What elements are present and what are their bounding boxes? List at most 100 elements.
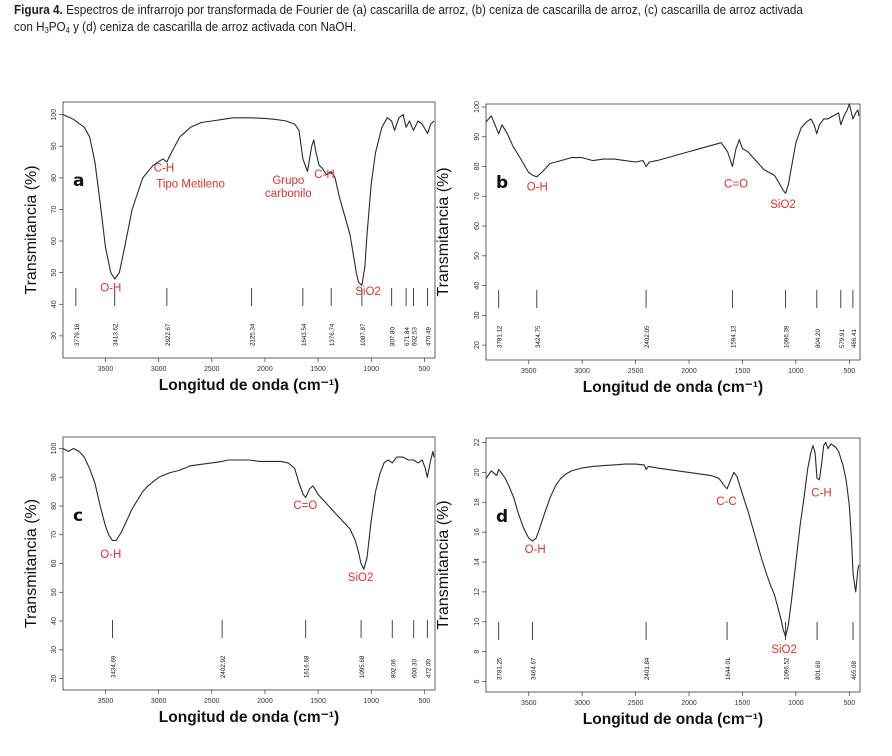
y-tick-label: 8 bbox=[474, 650, 481, 654]
band-annotation-line: C-C bbox=[716, 496, 736, 508]
x-tick-label: 2000 bbox=[681, 368, 697, 375]
band-annotation: O-H bbox=[100, 283, 121, 295]
y-tick-label: 60 bbox=[51, 560, 58, 568]
y-tick-label: 18 bbox=[474, 498, 481, 506]
band-annotation-line: C-H bbox=[314, 169, 334, 181]
peak-value-label: 472.00 bbox=[425, 659, 432, 678]
peak-value-label: 470.49 bbox=[426, 327, 433, 346]
y-axis-title: Transmitancia (%) bbox=[435, 500, 452, 629]
y-tick-label: 80 bbox=[51, 174, 58, 182]
y-tick-label: 70 bbox=[51, 205, 58, 213]
band-annotation: C=O bbox=[724, 178, 748, 190]
band-annotation: C-H bbox=[314, 169, 334, 181]
peak-value-label: 600.30 bbox=[412, 659, 419, 678]
peak-value-label: 802.06 bbox=[390, 659, 397, 678]
y-tick-label: 70 bbox=[474, 192, 481, 200]
band-annotation-line: SiO2 bbox=[355, 286, 381, 298]
y-tick-label: 90 bbox=[51, 142, 58, 150]
caption-subscript-1: 3 bbox=[44, 26, 49, 35]
spectrum-line bbox=[62, 447, 435, 570]
band-annotation-line: O-H bbox=[525, 544, 546, 556]
band-annotation: SiO2 bbox=[770, 199, 796, 211]
band-annotation: O-H bbox=[525, 544, 546, 556]
y-tick-label: 60 bbox=[51, 237, 58, 245]
band-annotation-line: O-H bbox=[100, 549, 121, 561]
x-tick-label: 2500 bbox=[204, 366, 220, 373]
x-tick-label: 1000 bbox=[363, 366, 379, 373]
band-annotation-line: Tipo Metileno bbox=[156, 178, 225, 190]
band-annotation-line: SiO2 bbox=[348, 572, 374, 584]
y-tick-label: 30 bbox=[474, 311, 481, 319]
spectrum-chart-c: 20 30 40 50 60 70 80 90 100 3500 3000 2500 2000 1500 1… bbox=[23, 436, 436, 726]
spectrum-chart-b: 20 30 40 50 60 70 80 90 100 3500 3000 2500 2000 1500 1… bbox=[435, 101, 861, 396]
x-tick-label: 1500 bbox=[310, 698, 326, 705]
y-tick-label: 50 bbox=[474, 252, 481, 260]
y-tick-label: 20 bbox=[474, 468, 481, 476]
x-tick-label: 1000 bbox=[788, 700, 804, 707]
peak-value-label: 1096.52 bbox=[784, 657, 791, 680]
band-annotation: Tipo Metileno bbox=[156, 178, 225, 190]
y-tick-label: 80 bbox=[51, 502, 58, 510]
x-tick-label: 2000 bbox=[681, 700, 697, 707]
x-tick-label: 1000 bbox=[788, 368, 804, 375]
caption-text-2: PO bbox=[48, 20, 66, 34]
x-tick-label: 3000 bbox=[151, 698, 167, 705]
x-tick-label: 3500 bbox=[98, 366, 114, 373]
peak-value-label: 2401.84 bbox=[644, 657, 651, 680]
y-axis-title: Transmitancia (%) bbox=[23, 499, 40, 628]
y-tick-label: 22 bbox=[474, 438, 481, 446]
y-tick-label: 30 bbox=[51, 332, 58, 340]
x-tick-label: 1500 bbox=[735, 700, 751, 707]
peak-value-label: 1376.74 bbox=[329, 323, 336, 346]
spectrum-chart-a: 30 40 50 60 70 80 90 100 3500 3000 2500 2000 1500 100… bbox=[23, 101, 436, 394]
x-axis-title: Longitud de onda (cm⁻¹) bbox=[159, 709, 339, 726]
x-tick-label: 1000 bbox=[363, 698, 379, 705]
plot-frame bbox=[62, 101, 436, 359]
peak-value-label: 2125.34 bbox=[250, 323, 257, 346]
band-annotation: O-H bbox=[527, 181, 548, 193]
y-tick-label: 70 bbox=[51, 531, 58, 539]
y-tick-label: 40 bbox=[51, 300, 58, 308]
y-axis-title: Transmitancia (%) bbox=[23, 165, 40, 294]
peak-value-label: 2402.05 bbox=[644, 325, 651, 348]
x-tick-label: 2500 bbox=[204, 698, 220, 705]
band-annotation-line: C=O bbox=[293, 500, 317, 512]
peak-value-label: 465.08 bbox=[851, 661, 858, 680]
peak-value-label: 1095.68 bbox=[359, 655, 366, 678]
y-tick-label: 80 bbox=[474, 163, 481, 171]
y-tick-label: 90 bbox=[51, 473, 58, 481]
peak-value-label: 3781.25 bbox=[497, 657, 504, 680]
x-tick-label: 2500 bbox=[628, 700, 644, 707]
y-tick-label: 6 bbox=[474, 679, 481, 683]
spectrum-line bbox=[62, 114, 435, 286]
panel-letter: a bbox=[73, 171, 84, 191]
x-tick-label: 2000 bbox=[257, 698, 273, 705]
peak-value-label: 1087.87 bbox=[360, 323, 367, 346]
peak-value-label: 671.84 bbox=[404, 327, 411, 346]
caption-text-3: y (d) ceniza de cascarilla de arroz acti… bbox=[69, 20, 357, 34]
x-tick-label: 500 bbox=[419, 698, 431, 705]
band-annotation-line: C=O bbox=[724, 178, 748, 190]
panel-letter: d bbox=[496, 507, 508, 527]
x-tick-label: 500 bbox=[843, 368, 855, 375]
y-tick-label: 50 bbox=[51, 588, 58, 596]
x-tick-label: 3500 bbox=[521, 368, 537, 375]
panel-letter: c bbox=[73, 506, 83, 526]
y-tick-label: 20 bbox=[51, 675, 58, 683]
x-tick-label: 1500 bbox=[310, 366, 326, 373]
band-annotation: SiO2 bbox=[348, 572, 374, 584]
x-tick-label: 500 bbox=[419, 366, 431, 373]
caption-text-1: Espectros de infrarrojo por transformada… bbox=[14, 3, 803, 34]
y-axis-title: Transmitancia (%) bbox=[435, 167, 452, 296]
peak-value-label: 466.41 bbox=[851, 329, 858, 348]
y-tick-label: 90 bbox=[474, 133, 481, 141]
band-annotation: C-C bbox=[716, 496, 736, 508]
peak-value-label: 3413.62 bbox=[113, 323, 120, 346]
y-tick-label: 100 bbox=[51, 109, 58, 121]
y-tick-label: 100 bbox=[51, 443, 58, 455]
band-annotation: C-H bbox=[811, 487, 831, 499]
x-tick-label: 3500 bbox=[521, 700, 537, 707]
band-annotation-line: SiO2 bbox=[770, 199, 796, 211]
y-tick-label: 40 bbox=[51, 617, 58, 625]
peak-value-label: 3434.69 bbox=[110, 655, 117, 678]
